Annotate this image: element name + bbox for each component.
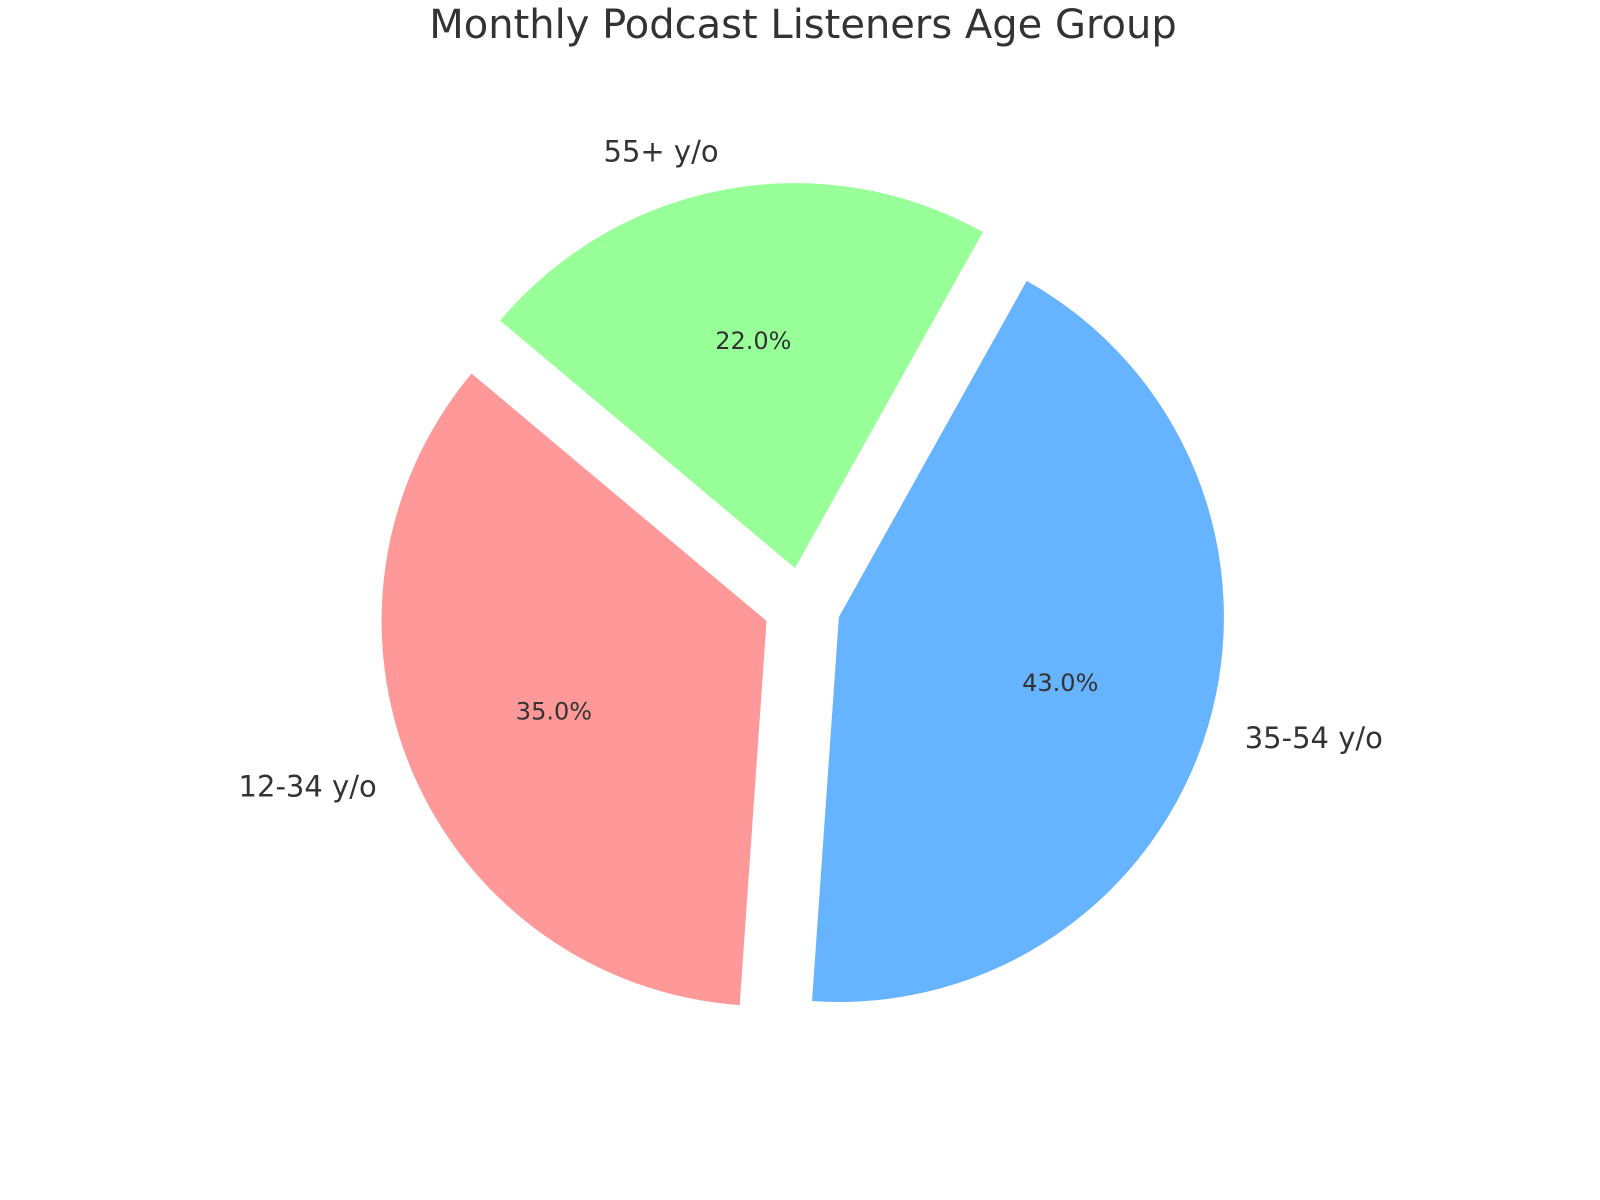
pie-slice-35-54-y-o (812, 280, 1224, 1002)
pie-slice-12-34-y-o (381, 373, 767, 1006)
pie-slice-55-y-o (500, 183, 983, 569)
chart-title: Monthly Podcast Listeners Age Group (429, 2, 1177, 48)
slice-percentage-label: 35.0% (516, 697, 592, 725)
slice-label: 35-54 y/o (1245, 721, 1383, 755)
slice-percentage-label: 43.0% (1022, 669, 1098, 697)
slice-percentage-label: 22.0% (715, 327, 791, 355)
slice-label: 55+ y/o (604, 135, 719, 169)
slice-label: 12-34 y/o (239, 770, 377, 804)
